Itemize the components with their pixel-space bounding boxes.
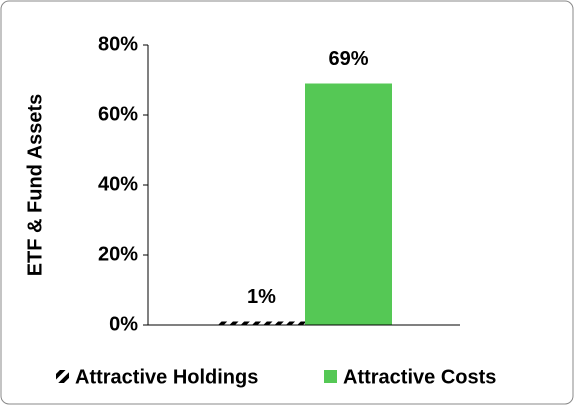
data-label: 1%: [247, 286, 276, 308]
bar: [305, 83, 392, 325]
y-tick-label: 0%: [109, 313, 138, 335]
y-tick-label: 60%: [98, 103, 138, 125]
y-tick-label: 80%: [98, 33, 138, 55]
legend-swatch: [56, 370, 69, 383]
y-tick-label: 40%: [98, 173, 138, 195]
legend-label: Attractive Costs: [343, 366, 496, 388]
legend-swatch: [324, 370, 337, 383]
y-axis-label: ETF & Fund Assets: [24, 94, 46, 277]
data-label: 69%: [328, 48, 368, 70]
bar: [218, 321, 305, 325]
legend-label: Attractive Holdings: [75, 366, 258, 388]
y-tick-label: 20%: [98, 243, 138, 265]
